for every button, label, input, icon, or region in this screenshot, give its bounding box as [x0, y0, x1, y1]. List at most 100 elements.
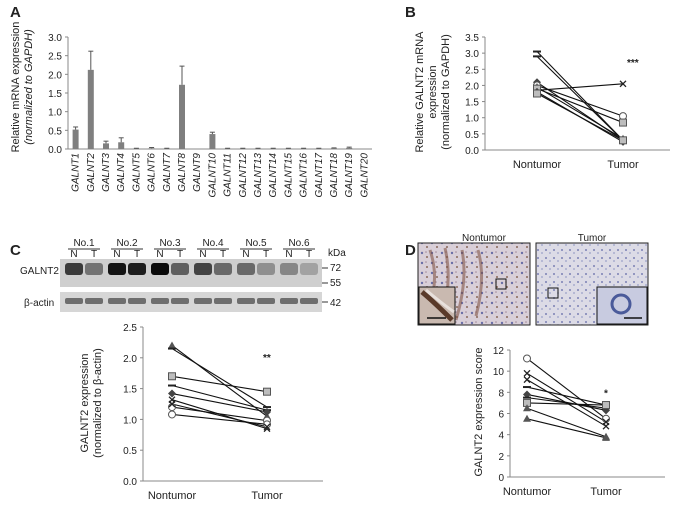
a-bar [209, 134, 216, 149]
series-line [536, 88, 624, 124]
panel-a-ylabel-1: Relative mRNA expression [10, 22, 22, 153]
a-bar [346, 147, 353, 149]
marker-square [602, 401, 610, 410]
kda-label: kDa [328, 248, 346, 259]
actin-band [237, 298, 255, 304]
a-category-label: GALNT11 [223, 153, 234, 197]
series-line [526, 386, 607, 406]
a-category-label: GALNT13 [253, 153, 264, 198]
marker-triangle [168, 341, 176, 349]
series-line [526, 418, 607, 439]
ytick-label: 1.0 [123, 415, 137, 426]
actin-band [194, 298, 212, 304]
a-ytick-label: 0.0 [48, 145, 62, 156]
marker-circle [263, 420, 271, 429]
actin-band [128, 298, 146, 304]
marker-circle [523, 354, 531, 363]
ytick-label: 1.5 [465, 98, 479, 109]
panel-label-a: A [10, 4, 21, 21]
ytick-label: 8 [498, 388, 504, 399]
marker-square [263, 387, 271, 396]
ytick-label: 0.5 [465, 130, 479, 141]
marker-square [168, 372, 176, 381]
a-bar [87, 69, 94, 149]
actin-band [300, 298, 318, 304]
ihc-zoom-box-nontumor [495, 278, 507, 290]
marker-x-b [168, 400, 176, 408]
galnt2-band [65, 263, 83, 275]
panel-label-c: C [10, 242, 21, 259]
a-category-label: GALNT7 [162, 153, 173, 192]
marker-square [619, 118, 627, 127]
a-category-label: GALNT16 [299, 153, 310, 198]
ytick-label: 2.0 [465, 81, 479, 92]
a-category-label: GALNT4 [116, 153, 127, 192]
marker-triangle [523, 414, 531, 422]
galnt2-band [237, 263, 255, 275]
series-line [526, 402, 607, 406]
lane-label: T [306, 249, 312, 260]
ytick-label: 3.0 [465, 49, 479, 60]
galnt2-band [85, 263, 103, 275]
actin-band [171, 298, 189, 304]
series-line [171, 403, 268, 428]
lane-label: T [91, 249, 97, 260]
series-line [536, 93, 624, 141]
lane-label: N [156, 249, 163, 260]
marker-circle [619, 112, 627, 121]
galnt2-band [257, 263, 275, 275]
ytick-label: 2 [498, 452, 504, 463]
a-category-label: GALNT3 [101, 153, 112, 192]
actin-band [65, 298, 83, 304]
panel-c-ylabel-1: GALNT2 expression [79, 353, 91, 452]
ytick-label: 0.0 [123, 477, 137, 488]
category-label-tumor: Tumor [607, 159, 639, 171]
a-category-label: GALNT2 [86, 153, 97, 192]
a-category-label: GALNT14 [268, 153, 279, 198]
panel-b-line-chart: Relative GALNT2 mRNA expression (normali… [414, 31, 670, 171]
panel-label-d: D [405, 242, 416, 259]
b-significance: *** [627, 58, 639, 69]
ytick-label: 6 [498, 410, 504, 421]
series-line [536, 51, 624, 141]
a-category-label: GALNT19 [344, 153, 355, 198]
ytick-label: 10 [493, 367, 505, 378]
category-label-nontumor: Nontumor [513, 159, 562, 171]
ytick-label: 0 [498, 473, 504, 484]
marker-triangle [602, 433, 610, 441]
marker-42: 42 [330, 298, 342, 309]
ytick-label: 1.5 [123, 385, 137, 396]
panel-b-ylabel-1: Relative GALNT2 mRNA [414, 31, 426, 153]
lane-label: N [285, 249, 292, 260]
marker-72: 72 [330, 263, 342, 274]
row-label-galnt2: GALNT2 [20, 266, 59, 277]
a-bar [72, 129, 79, 149]
galnt2-band [300, 263, 318, 275]
lane-label: T [220, 249, 226, 260]
a-ytick-label: 1.0 [48, 108, 62, 119]
panel-c-western-blot: No.1N TNo.2N TNo.3N TNo.4N TNo.5N TNo.6N T GAL… [20, 238, 346, 312]
a-bar [179, 84, 185, 149]
category-label-nontumor: Nontumor [503, 486, 552, 498]
marker-triangle [523, 404, 531, 412]
panel-b-ylabel-3: (normalized to GAPDH) [440, 34, 452, 150]
a-category-label: GALNT8 [177, 153, 188, 192]
a-category-label: GALNT15 [283, 153, 294, 198]
series-line [526, 372, 607, 423]
marker-55: 55 [330, 278, 342, 289]
ytick-label: 12 [493, 346, 505, 357]
series-line [171, 392, 268, 413]
sample-label: No.5 [245, 238, 267, 249]
ytick-label: 2.5 [123, 323, 137, 334]
sample-label: No.3 [159, 238, 181, 249]
ytick-label: 2.0 [123, 354, 137, 365]
marker-x-b [602, 422, 610, 430]
lane-label: N [70, 249, 77, 260]
a-category-label: GALNT18 [329, 153, 340, 198]
marker-square [619, 136, 627, 145]
galnt2-band [171, 263, 189, 275]
ytick-label: 4 [498, 431, 504, 442]
category-label-tumor: Tumor [251, 490, 283, 502]
a-category-label: GALNT10 [207, 153, 218, 198]
panel-b-ylabel-2: expression [427, 65, 439, 118]
